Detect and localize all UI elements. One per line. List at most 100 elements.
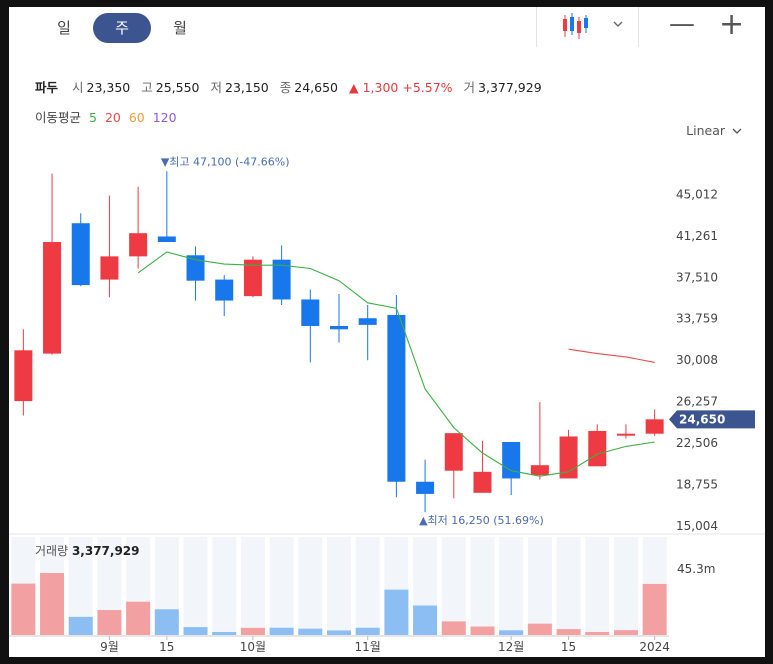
candle-up[interactable]: [530, 465, 549, 476]
candle-up[interactable]: [444, 433, 463, 471]
high-annotation: ▼최고 47,100 (-47.66%): [161, 155, 290, 168]
ma5-line: [137, 251, 655, 477]
volume-slot: [556, 537, 581, 635]
volume-slot: [212, 537, 237, 635]
tab-daily[interactable]: 일: [57, 19, 71, 37]
candlestick-icon: [563, 13, 588, 39]
current-price-label: 24,650: [679, 412, 725, 426]
volume-slot: [269, 537, 294, 635]
x-tick-label: 15: [561, 640, 576, 654]
candle-down[interactable]: [186, 255, 205, 281]
candle-down[interactable]: [272, 259, 291, 300]
volume-bar[interactable]: [470, 626, 495, 635]
volume-section-value: 3,377,929: [72, 544, 140, 558]
volume-section-label: 거래량 3,377,929: [35, 544, 140, 558]
x-tick-label: 11월: [355, 640, 381, 654]
candle-up[interactable]: [588, 430, 607, 467]
candle-up[interactable]: [243, 259, 262, 297]
volume-bar[interactable]: [413, 605, 438, 635]
volume-slot: [470, 537, 495, 635]
chevron-down-icon: [732, 128, 742, 134]
volume-bar[interactable]: [212, 632, 237, 635]
candle-down[interactable]: [301, 299, 320, 326]
y-tick-label: 33,759: [676, 312, 718, 326]
volume-bar[interactable]: [68, 616, 93, 635]
volume-bar[interactable]: [642, 583, 667, 635]
candle-down[interactable]: [502, 441, 521, 479]
current-price-marker: [669, 410, 755, 429]
volume-bar[interactable]: [355, 627, 380, 635]
volume-value: 3,377,929: [478, 80, 542, 95]
open-value: 23,350: [86, 80, 131, 95]
x-tick-label: 2024: [639, 640, 670, 654]
volume-bar[interactable]: [240, 627, 265, 635]
tab-weekly[interactable]: 주: [93, 13, 151, 43]
candle-down[interactable]: [71, 223, 90, 286]
volume-slot: [441, 537, 466, 635]
volume-bar[interactable]: [585, 631, 610, 635]
volume-bar[interactable]: [154, 609, 179, 635]
candle-up[interactable]: [14, 350, 33, 402]
y-tick-label: 41,261: [676, 229, 718, 243]
stock-name: 파두: [35, 80, 59, 95]
candle-up[interactable]: [559, 436, 578, 479]
candle-down[interactable]: [215, 279, 234, 301]
low-annotation: ▲최저 16,250 (51.69%): [419, 514, 544, 527]
volume-bar[interactable]: [97, 610, 122, 635]
candle-up[interactable]: [473, 471, 492, 493]
y-tick-label: 15,004: [676, 519, 718, 533]
volume-bar[interactable]: [384, 589, 409, 635]
y-tick-label: 26,257: [676, 395, 718, 409]
volume-bar[interactable]: [126, 601, 151, 635]
volume-bar[interactable]: [556, 629, 581, 635]
candle-down[interactable]: [157, 236, 176, 243]
volume-bar[interactable]: [298, 628, 323, 635]
candle-up[interactable]: [100, 256, 119, 280]
candle-up[interactable]: [43, 242, 62, 354]
close-value: 24,650: [294, 80, 339, 95]
volume-bar[interactable]: [613, 630, 638, 635]
open-label: 시: [72, 80, 84, 95]
volume-slot: [613, 537, 638, 635]
close-label: 종: [279, 80, 292, 95]
volume-bar[interactable]: [441, 621, 466, 635]
volume-bar[interactable]: [527, 623, 552, 635]
volume-tick-label: 45.3m: [677, 562, 715, 576]
plus-icon[interactable]: +: [719, 7, 745, 42]
volume-bar[interactable]: [40, 573, 65, 635]
volume-bar[interactable]: [327, 630, 351, 635]
volume-slot: [527, 537, 552, 635]
quote-summary: 파두 시 23,350 고 25,550 저 23,150 종 24,650 ▲ 1,3…: [35, 77, 549, 96]
volume-slot: [183, 537, 208, 635]
ma-60: 60: [128, 110, 145, 125]
x-tick-label: 10월: [240, 640, 266, 654]
moving-average-legend[interactable]: 이동평균 5 20 60 120: [35, 107, 181, 126]
volume-bar[interactable]: [11, 583, 36, 635]
x-tick-label: 12월: [498, 640, 524, 654]
volume-slot: [240, 537, 265, 635]
volume-slot: [355, 537, 380, 635]
candle-down[interactable]: [358, 318, 377, 325]
volume-bar[interactable]: [269, 627, 294, 635]
chart-window: 일 주 월 — + 파두 시 23,350 고 25,550 저 23,150 종 24…: [9, 7, 765, 657]
ma-20: 20: [104, 110, 121, 125]
tab-monthly[interactable]: 월: [173, 19, 187, 37]
candle-up[interactable]: [129, 233, 148, 257]
candle-down[interactable]: [416, 481, 435, 494]
scale-selector[interactable]: Linear: [686, 123, 742, 138]
candle-up[interactable]: [645, 419, 664, 434]
low-value: 23,150: [225, 80, 269, 95]
change-value: ▲ 1,300 +5.57%: [349, 80, 453, 95]
volume-bar[interactable]: [183, 627, 208, 635]
chevron-down-icon[interactable]: [611, 7, 625, 47]
candle-up[interactable]: [616, 433, 635, 436]
candle-down[interactable]: [330, 325, 348, 330]
high-label: 고: [141, 80, 153, 95]
volume-bar[interactable]: [499, 630, 524, 635]
ma-120: 120: [152, 110, 177, 125]
minus-icon[interactable]: —: [669, 9, 695, 39]
price-chart[interactable]: 45,012 41,261 37,510 33,759 30,008 26,257 22,5…: [9, 7, 765, 657]
x-tick-label: 15: [159, 640, 174, 654]
chart-type-selector[interactable]: [536, 7, 639, 47]
candle-down[interactable]: [387, 314, 406, 482]
